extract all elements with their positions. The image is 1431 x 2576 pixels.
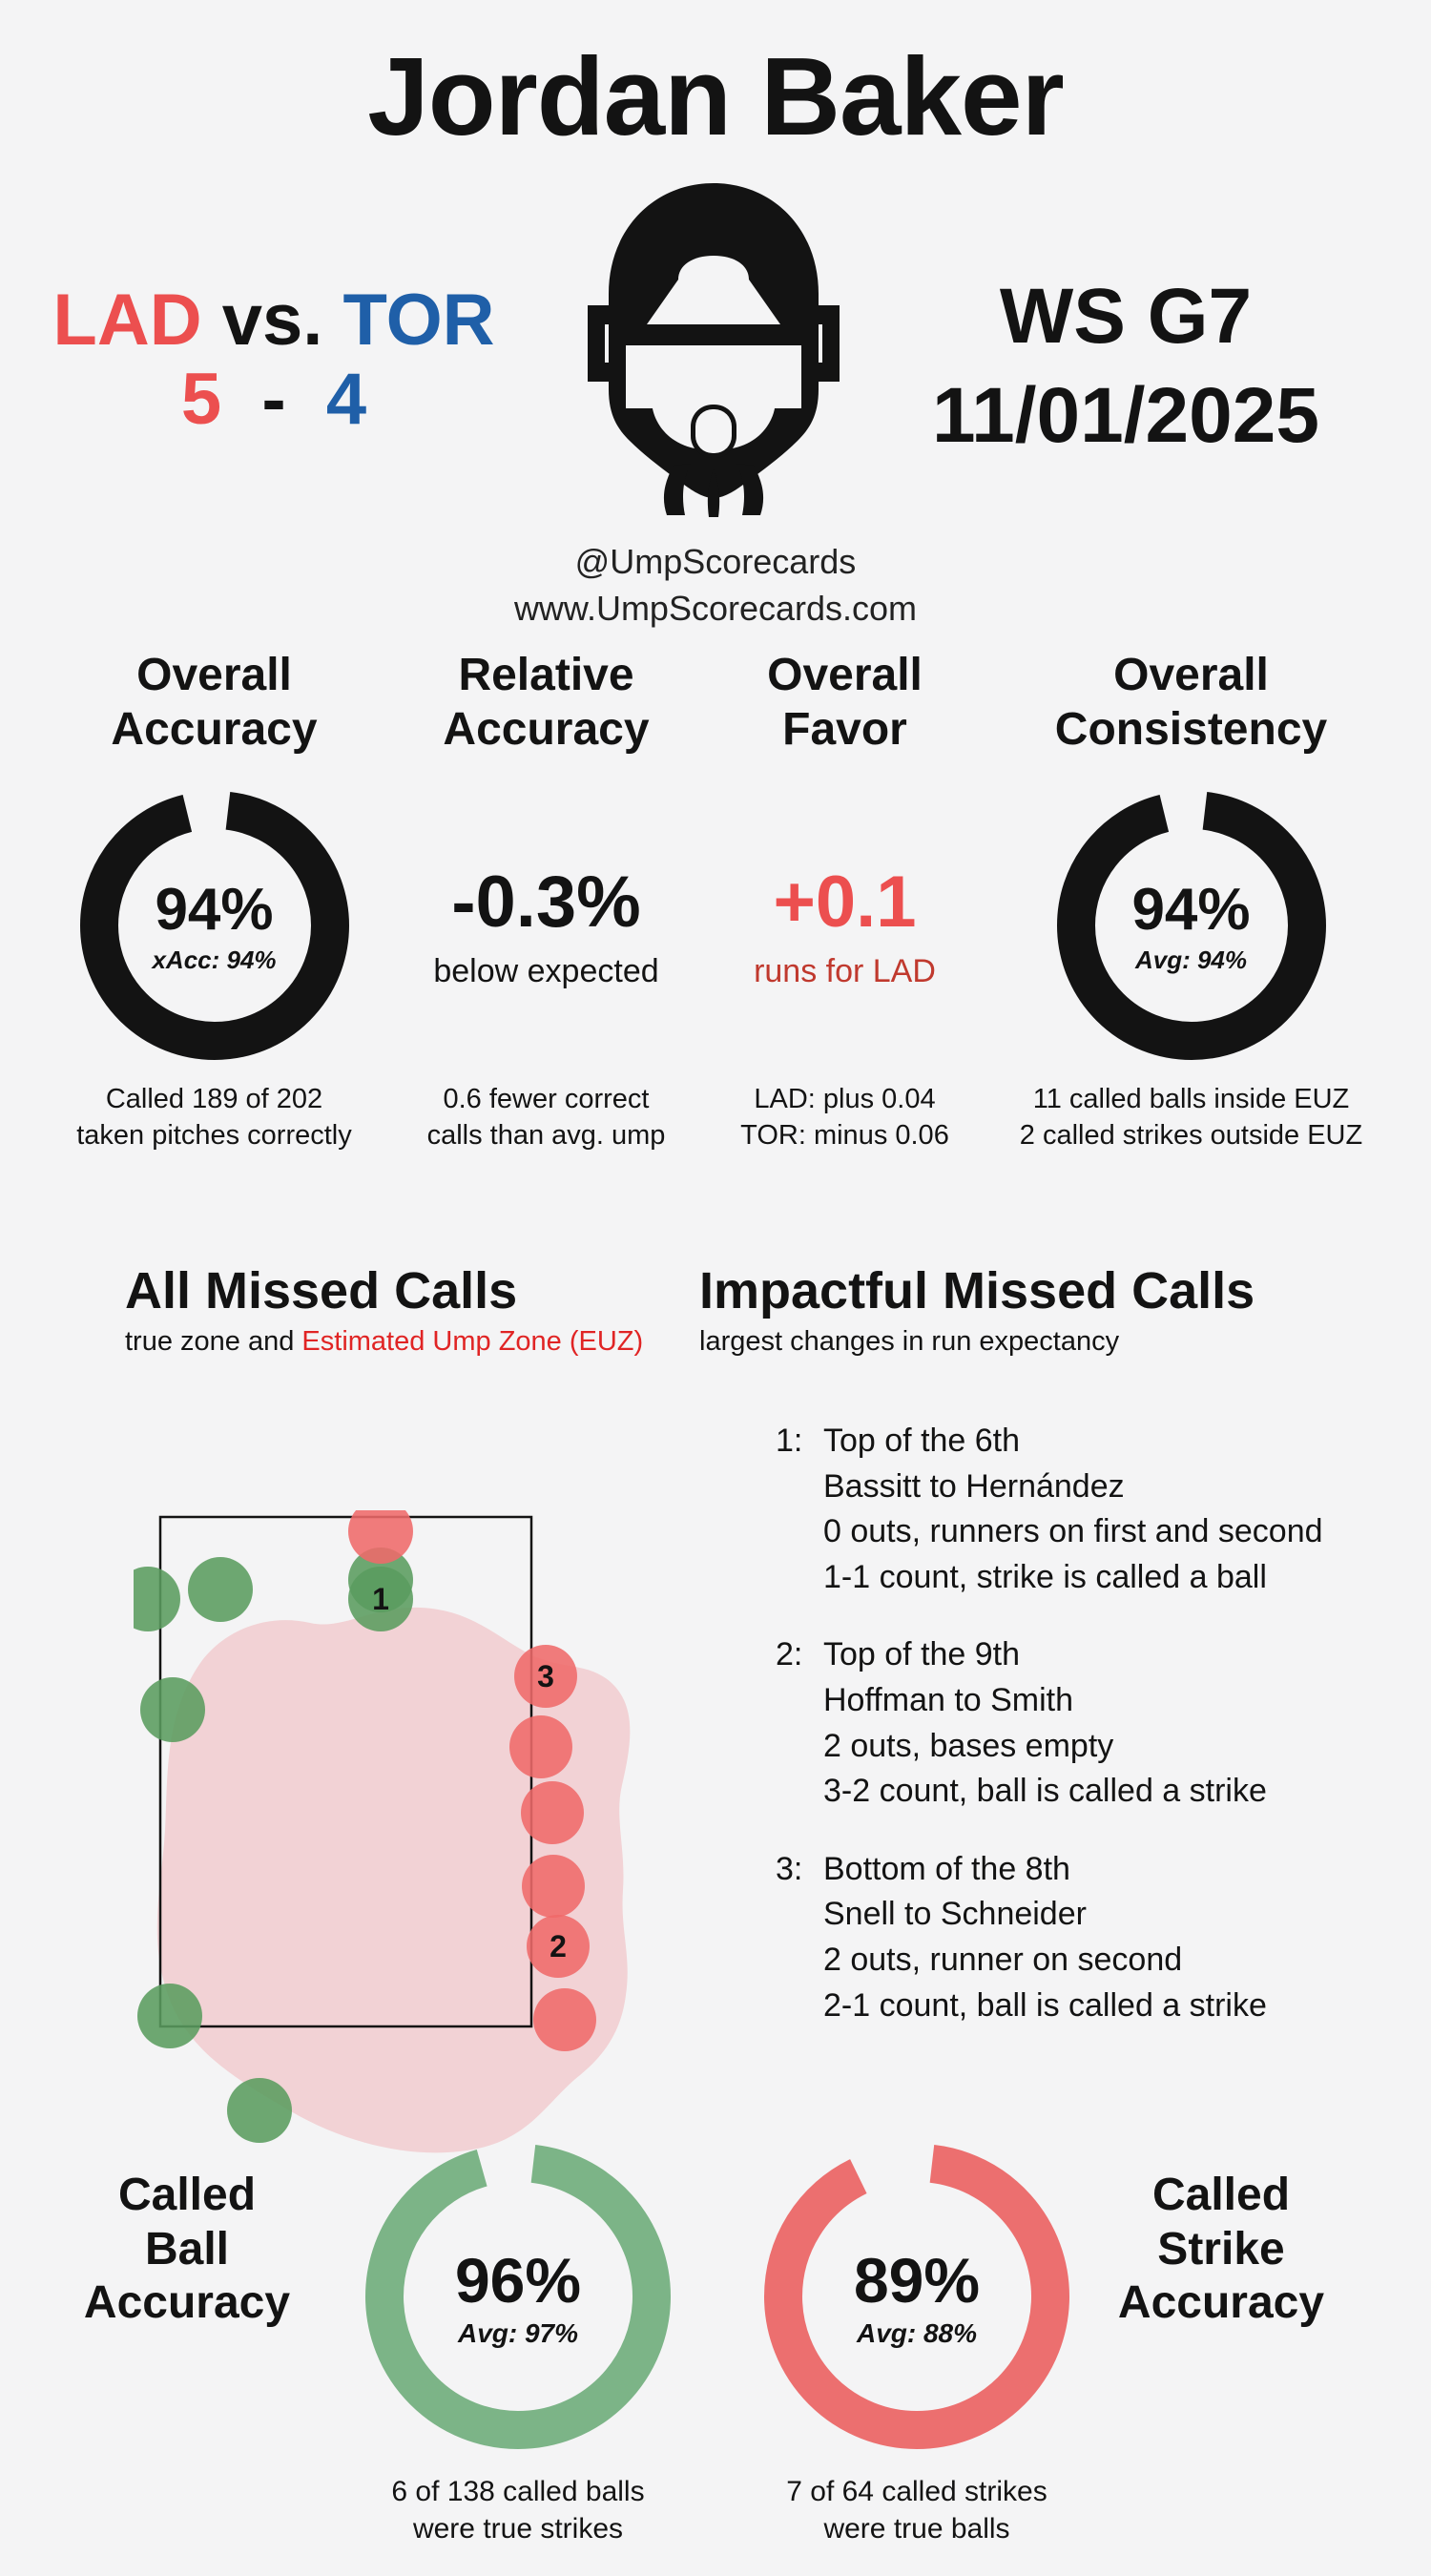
svg-text:1: 1: [372, 1582, 389, 1616]
svg-text:3: 3: [537, 1659, 554, 1693]
svg-text:2: 2: [550, 1929, 567, 1963]
